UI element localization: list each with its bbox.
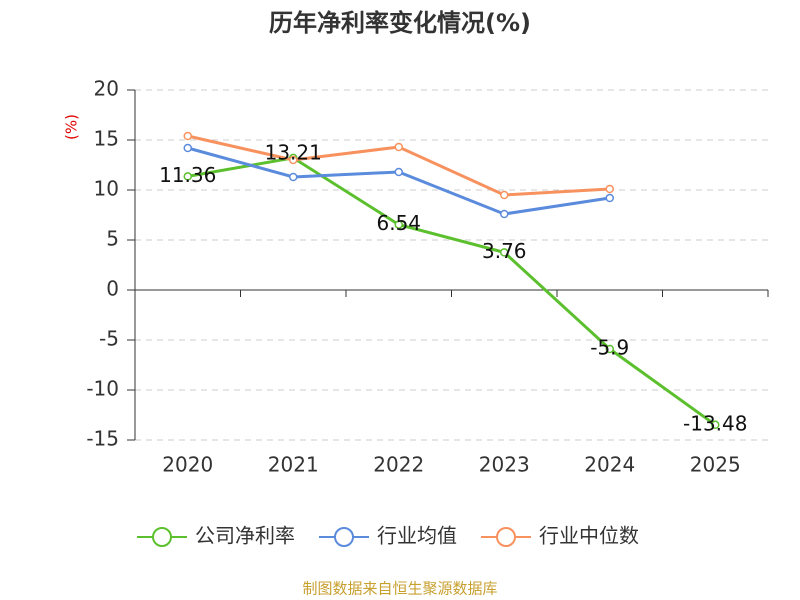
data-point: [711, 420, 720, 430]
x-tick-label: 2021: [268, 453, 319, 477]
data-point: [500, 190, 509, 200]
series-line: [187, 156, 717, 427]
data-label: 6.54: [376, 211, 421, 235]
x-tick-label: 2020: [162, 453, 213, 477]
data-point: [289, 155, 298, 165]
data-point: [394, 167, 403, 177]
data-point: [183, 143, 192, 153]
data-point: [289, 172, 298, 182]
legend-marker: [496, 527, 516, 547]
x-tick-label: 2023: [479, 453, 530, 477]
data-label: -13.48: [683, 411, 747, 435]
data-point: [183, 172, 192, 181]
y-tick-label: 20: [94, 77, 119, 101]
data-point: [605, 193, 614, 203]
data-label: -5.9: [590, 336, 629, 360]
legend-marker: [152, 527, 172, 547]
y-tick-label: 5: [106, 227, 119, 251]
y-tick-label: -5: [99, 327, 119, 351]
data-label: 11.36: [159, 163, 216, 187]
x-tick-label: 2022: [373, 453, 424, 477]
y-tick-label: 0: [106, 277, 119, 301]
y-tick-label: 15: [94, 127, 119, 151]
source-note: 制图数据来自恒生聚源数据库: [302, 580, 497, 598]
data-point: [394, 220, 403, 229]
legend-label: 行业均值: [377, 524, 457, 548]
legend-label: 公司净利率: [195, 524, 295, 548]
legend-marker: [334, 527, 354, 547]
data-label: 3.76: [482, 239, 527, 263]
legend-label: 行业中位数: [539, 524, 639, 548]
x-tick-label: 2024: [584, 453, 635, 477]
data-point: [605, 184, 614, 194]
y-axis-label: (%): [63, 114, 81, 140]
data-point: [183, 131, 192, 141]
y-tick-label: 10: [94, 177, 119, 201]
data-label: 13.21: [265, 140, 322, 164]
data-point: [500, 248, 509, 257]
data-point: [500, 209, 509, 219]
x-tick-label: 2025: [690, 453, 741, 477]
y-tick-label: -10: [86, 377, 119, 401]
chart-title: 历年净利率变化情况(%): [269, 9, 531, 37]
y-tick-label: -15: [86, 427, 119, 451]
data-point: [605, 344, 614, 354]
series-line: [187, 146, 610, 216]
data-point: [394, 142, 403, 152]
